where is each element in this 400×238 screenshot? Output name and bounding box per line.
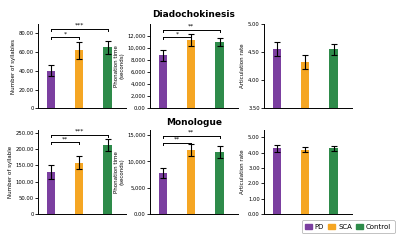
Y-axis label: Articulation rate: Articulation rate [240, 150, 245, 194]
Text: ***: *** [74, 23, 84, 28]
Text: **: ** [188, 24, 194, 29]
Text: Diadochokinesis: Diadochokinesis [152, 10, 236, 19]
Bar [272, 49, 281, 238]
Y-axis label: Articulation rate: Articulation rate [240, 44, 245, 88]
Bar [75, 163, 84, 214]
Text: **: ** [174, 137, 180, 142]
Text: ***: *** [74, 129, 84, 134]
Y-axis label: Number of syllables: Number of syllables [11, 39, 16, 94]
Bar [46, 71, 55, 108]
Bar [272, 148, 281, 214]
Bar [103, 47, 112, 108]
Bar [158, 173, 167, 214]
Bar [301, 62, 310, 238]
Bar [187, 150, 196, 214]
Bar [215, 42, 224, 108]
Y-axis label: Phonation time
(seconds): Phonation time (seconds) [114, 45, 124, 87]
Bar [329, 49, 338, 238]
Text: **: ** [62, 136, 68, 141]
Text: Monologue: Monologue [166, 118, 222, 127]
Bar [187, 40, 196, 108]
Bar [103, 145, 112, 214]
Bar [215, 152, 224, 214]
Text: **: ** [188, 129, 194, 134]
Legend: PD, SCA, Control: PD, SCA, Control [302, 220, 394, 233]
Bar [46, 172, 55, 214]
Bar [75, 50, 84, 108]
Bar [158, 55, 167, 108]
Bar [301, 150, 310, 214]
Text: *: * [64, 31, 66, 36]
Y-axis label: Phonation time
(seconds): Phonation time (seconds) [114, 151, 124, 193]
Y-axis label: Number of syllable: Number of syllable [8, 146, 12, 198]
Text: *: * [176, 31, 178, 36]
Bar [329, 148, 338, 214]
